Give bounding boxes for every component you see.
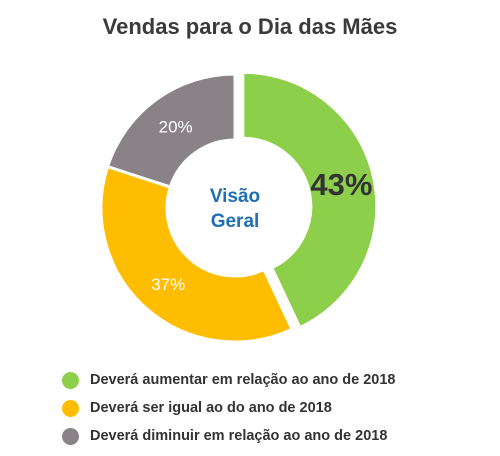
center-label-line: Visão xyxy=(210,186,260,207)
legend-label: Deverá ser igual ao do ano de 2018 xyxy=(90,400,332,416)
slice-percent-label: 37% xyxy=(151,275,185,294)
legend-item: Deverá aumentar em relação ao ano de 201… xyxy=(62,366,395,394)
slice-percent-label: 43% xyxy=(310,167,372,202)
legend-item: Deverá diminuir em relação ao ano de 201… xyxy=(62,422,395,450)
legend-label: Deverá diminuir em relação ao ano de 201… xyxy=(90,428,388,444)
legend-swatch xyxy=(62,427,79,445)
donut-slice xyxy=(105,72,237,189)
legend-swatch xyxy=(62,399,79,417)
slice-percent-label: 20% xyxy=(159,117,193,136)
donut-slice xyxy=(99,164,295,344)
donut-slice xyxy=(241,70,379,330)
chart-title: Vendas para o Dia das Mães xyxy=(102,14,398,39)
donut-chart: 43% 37% 20% Visão Geral xyxy=(99,70,379,344)
legend-label: Deverá aumentar em relação ao ano de 201… xyxy=(90,372,396,388)
center-label-line: Geral xyxy=(211,211,260,232)
legend-swatch xyxy=(62,371,79,389)
chart-legend: Deverá aumentar em relação ao ano de 201… xyxy=(62,366,395,450)
legend-item: Deverá ser igual ao do ano de 2018 xyxy=(62,394,395,422)
